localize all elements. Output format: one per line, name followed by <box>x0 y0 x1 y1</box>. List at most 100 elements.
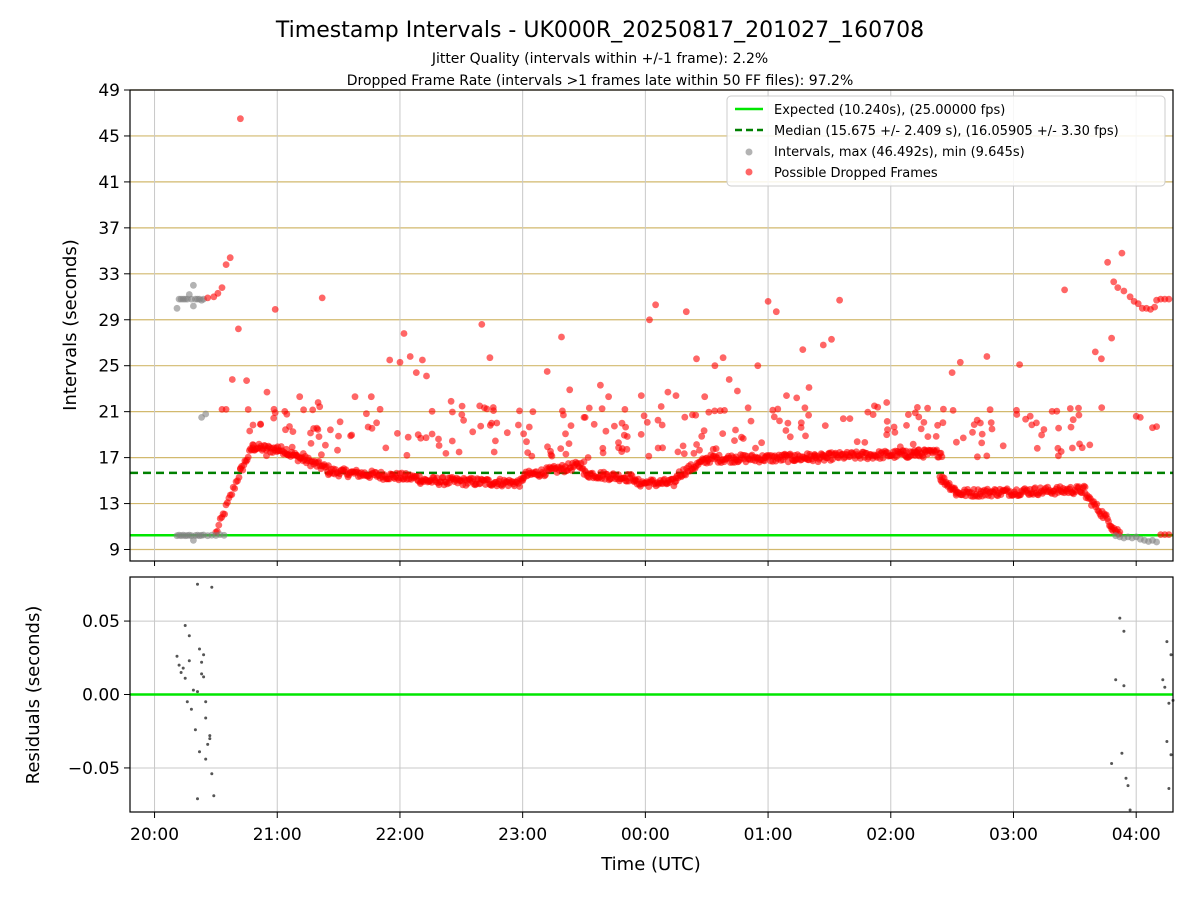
dropped-frame-scatter-point <box>288 443 296 451</box>
x-tick-label-2100: 21:00 <box>253 825 302 845</box>
residual-point <box>208 737 212 741</box>
dropped-frame-point <box>478 321 486 328</box>
residual-point <box>181 666 185 670</box>
dropped-frame-point <box>1108 334 1115 342</box>
residual-point <box>1167 701 1171 705</box>
dropped-frame-scatter-point <box>674 448 682 456</box>
dropped-frame-scatter-point <box>584 454 592 461</box>
dropped-frame-scatter-point <box>623 445 631 453</box>
dropped-frame-point <box>529 408 537 416</box>
dropped-frame-scatter-point <box>645 452 653 460</box>
dropped-frame-point <box>764 298 772 305</box>
intervals-y-axis-label: Intervals (seconds) <box>60 239 81 411</box>
dropped-frame-scatter-point <box>404 433 412 441</box>
residual-point <box>210 585 214 589</box>
residual-point <box>1114 678 1118 682</box>
dropped-frame-scatter-point <box>853 438 861 446</box>
dropped-frame-scatter-point <box>953 438 960 446</box>
dropped-frame-point <box>263 388 271 396</box>
dropped-frame-scatter-point <box>917 425 925 433</box>
residual-point <box>1118 616 1122 620</box>
residual-point <box>1124 776 1128 780</box>
residual-point <box>202 675 206 679</box>
dropped-frame-scatter-point <box>449 408 456 416</box>
dropped-frame-scatter-point <box>747 417 755 425</box>
dropped-frame-scatter-point <box>347 432 354 440</box>
dropped-frame-scatter-point <box>821 422 829 429</box>
dropped-frame-scatter-point <box>422 434 430 442</box>
dropped-frame-point <box>447 397 455 405</box>
dropped-frame-scatter-point <box>1053 407 1061 415</box>
dropped-frame-scatter-point <box>1033 419 1040 427</box>
x-tick-label-2300: 23:00 <box>498 825 547 845</box>
dropped-frame-point <box>566 386 574 394</box>
x-tick-label-2000: 20:00 <box>130 825 179 845</box>
dropped-frame-scatter-point <box>547 447 554 455</box>
x-axis-label: Time (UTC) <box>600 854 701 875</box>
dropped-frame-point <box>846 415 854 422</box>
dropped-frame-scatter-point <box>611 422 618 430</box>
dropped-frame-scatter-point <box>999 442 1007 450</box>
y-tick-label-37: 37 <box>98 219 120 239</box>
dropped-frame-point <box>956 358 964 366</box>
dropped-frame-scatter-point <box>758 439 765 447</box>
dropped-frame-point <box>235 325 242 333</box>
residual-point <box>183 676 187 680</box>
dropped-frame-scatter-point <box>738 433 745 441</box>
dropped-frame-scatter-point <box>978 430 986 438</box>
dropped-frame-scatter-point <box>1040 426 1048 433</box>
dropped-frame-scatter-point <box>250 441 257 449</box>
dropped-frame-point <box>911 409 919 417</box>
dropped-frame-scatter-point <box>567 422 575 429</box>
dropped-frame-scatter-point <box>244 406 252 413</box>
dropped-frame-scatter-point <box>711 407 719 415</box>
dropped-frame-scatter-point <box>752 444 759 452</box>
legend: Expected (10.240s), (25.00000 fps) Media… <box>726 95 1166 187</box>
intervals-x-ticks <box>154 561 1137 566</box>
residual-point <box>191 688 195 692</box>
dropped-frame-scatter-point <box>902 447 910 455</box>
dropped-frame-scatter-point <box>940 405 947 413</box>
dropped-frame-scatter-point <box>246 427 254 435</box>
legend-expected-label: Expected (10.240s), (25.00000 fps) <box>774 103 1005 118</box>
dropped-frame-scatter-point <box>455 448 463 456</box>
residual-point <box>1165 640 1169 644</box>
y-tick-label-17: 17 <box>98 449 120 469</box>
dropped-frame-scatter-point <box>640 412 648 420</box>
dropped-frame-scatter-point <box>1069 444 1076 452</box>
dropped-frame-scatter-point <box>681 413 689 421</box>
y-tick-label-29: 29 <box>98 311 120 331</box>
dropped-frame-scatter-point <box>732 426 739 434</box>
dropped-frame-scatter-point <box>949 407 957 414</box>
dropped-frame-scatter-point <box>486 421 494 429</box>
dropped-frame-point <box>597 381 604 389</box>
dropped-frame-scatter-point <box>770 413 778 421</box>
x-tick-label-0400: 04:00 <box>1112 825 1161 845</box>
legend-median-label: Median (15.675 +/- 2.409 s), (16.05905 +… <box>774 124 1119 139</box>
dropped-frame-scatter-point <box>382 444 390 452</box>
dropped-frame-scatter-point <box>293 452 300 460</box>
dropped-frame-point <box>1104 258 1111 266</box>
dropped-frame-scatter-point <box>782 427 790 434</box>
dropped-frame-scatter-point <box>974 453 981 461</box>
dropped-frame-band-point <box>938 453 946 461</box>
dropped-frame-scatter-point <box>585 404 593 412</box>
residuals-y-axis-label: Residuals (seconds) <box>23 606 44 785</box>
dropped-frame-scatter-point <box>523 438 530 446</box>
dropped-frame-scatter-point <box>776 417 783 425</box>
dropped-frame-point <box>637 392 645 399</box>
dropped-frame-scatter-point <box>599 449 607 457</box>
residual-point <box>1169 653 1173 657</box>
dropped-frame-scatter-point <box>493 419 501 427</box>
dropped-frame-scatter-point <box>914 452 922 459</box>
residual-point <box>1126 784 1130 788</box>
dropped-frame-point <box>711 362 719 370</box>
dropped-frame-scatter-point <box>525 423 533 431</box>
dropped-frame-scatter-point <box>924 433 932 440</box>
dropped-frame-scatter-point <box>622 423 629 431</box>
dropped-frame-point <box>419 356 426 364</box>
dropped-frame-scatter-point <box>883 418 891 425</box>
dropped-frame-scatter-point <box>1075 404 1082 412</box>
dropped-frame-point <box>318 294 326 302</box>
residual-point <box>196 690 199 694</box>
